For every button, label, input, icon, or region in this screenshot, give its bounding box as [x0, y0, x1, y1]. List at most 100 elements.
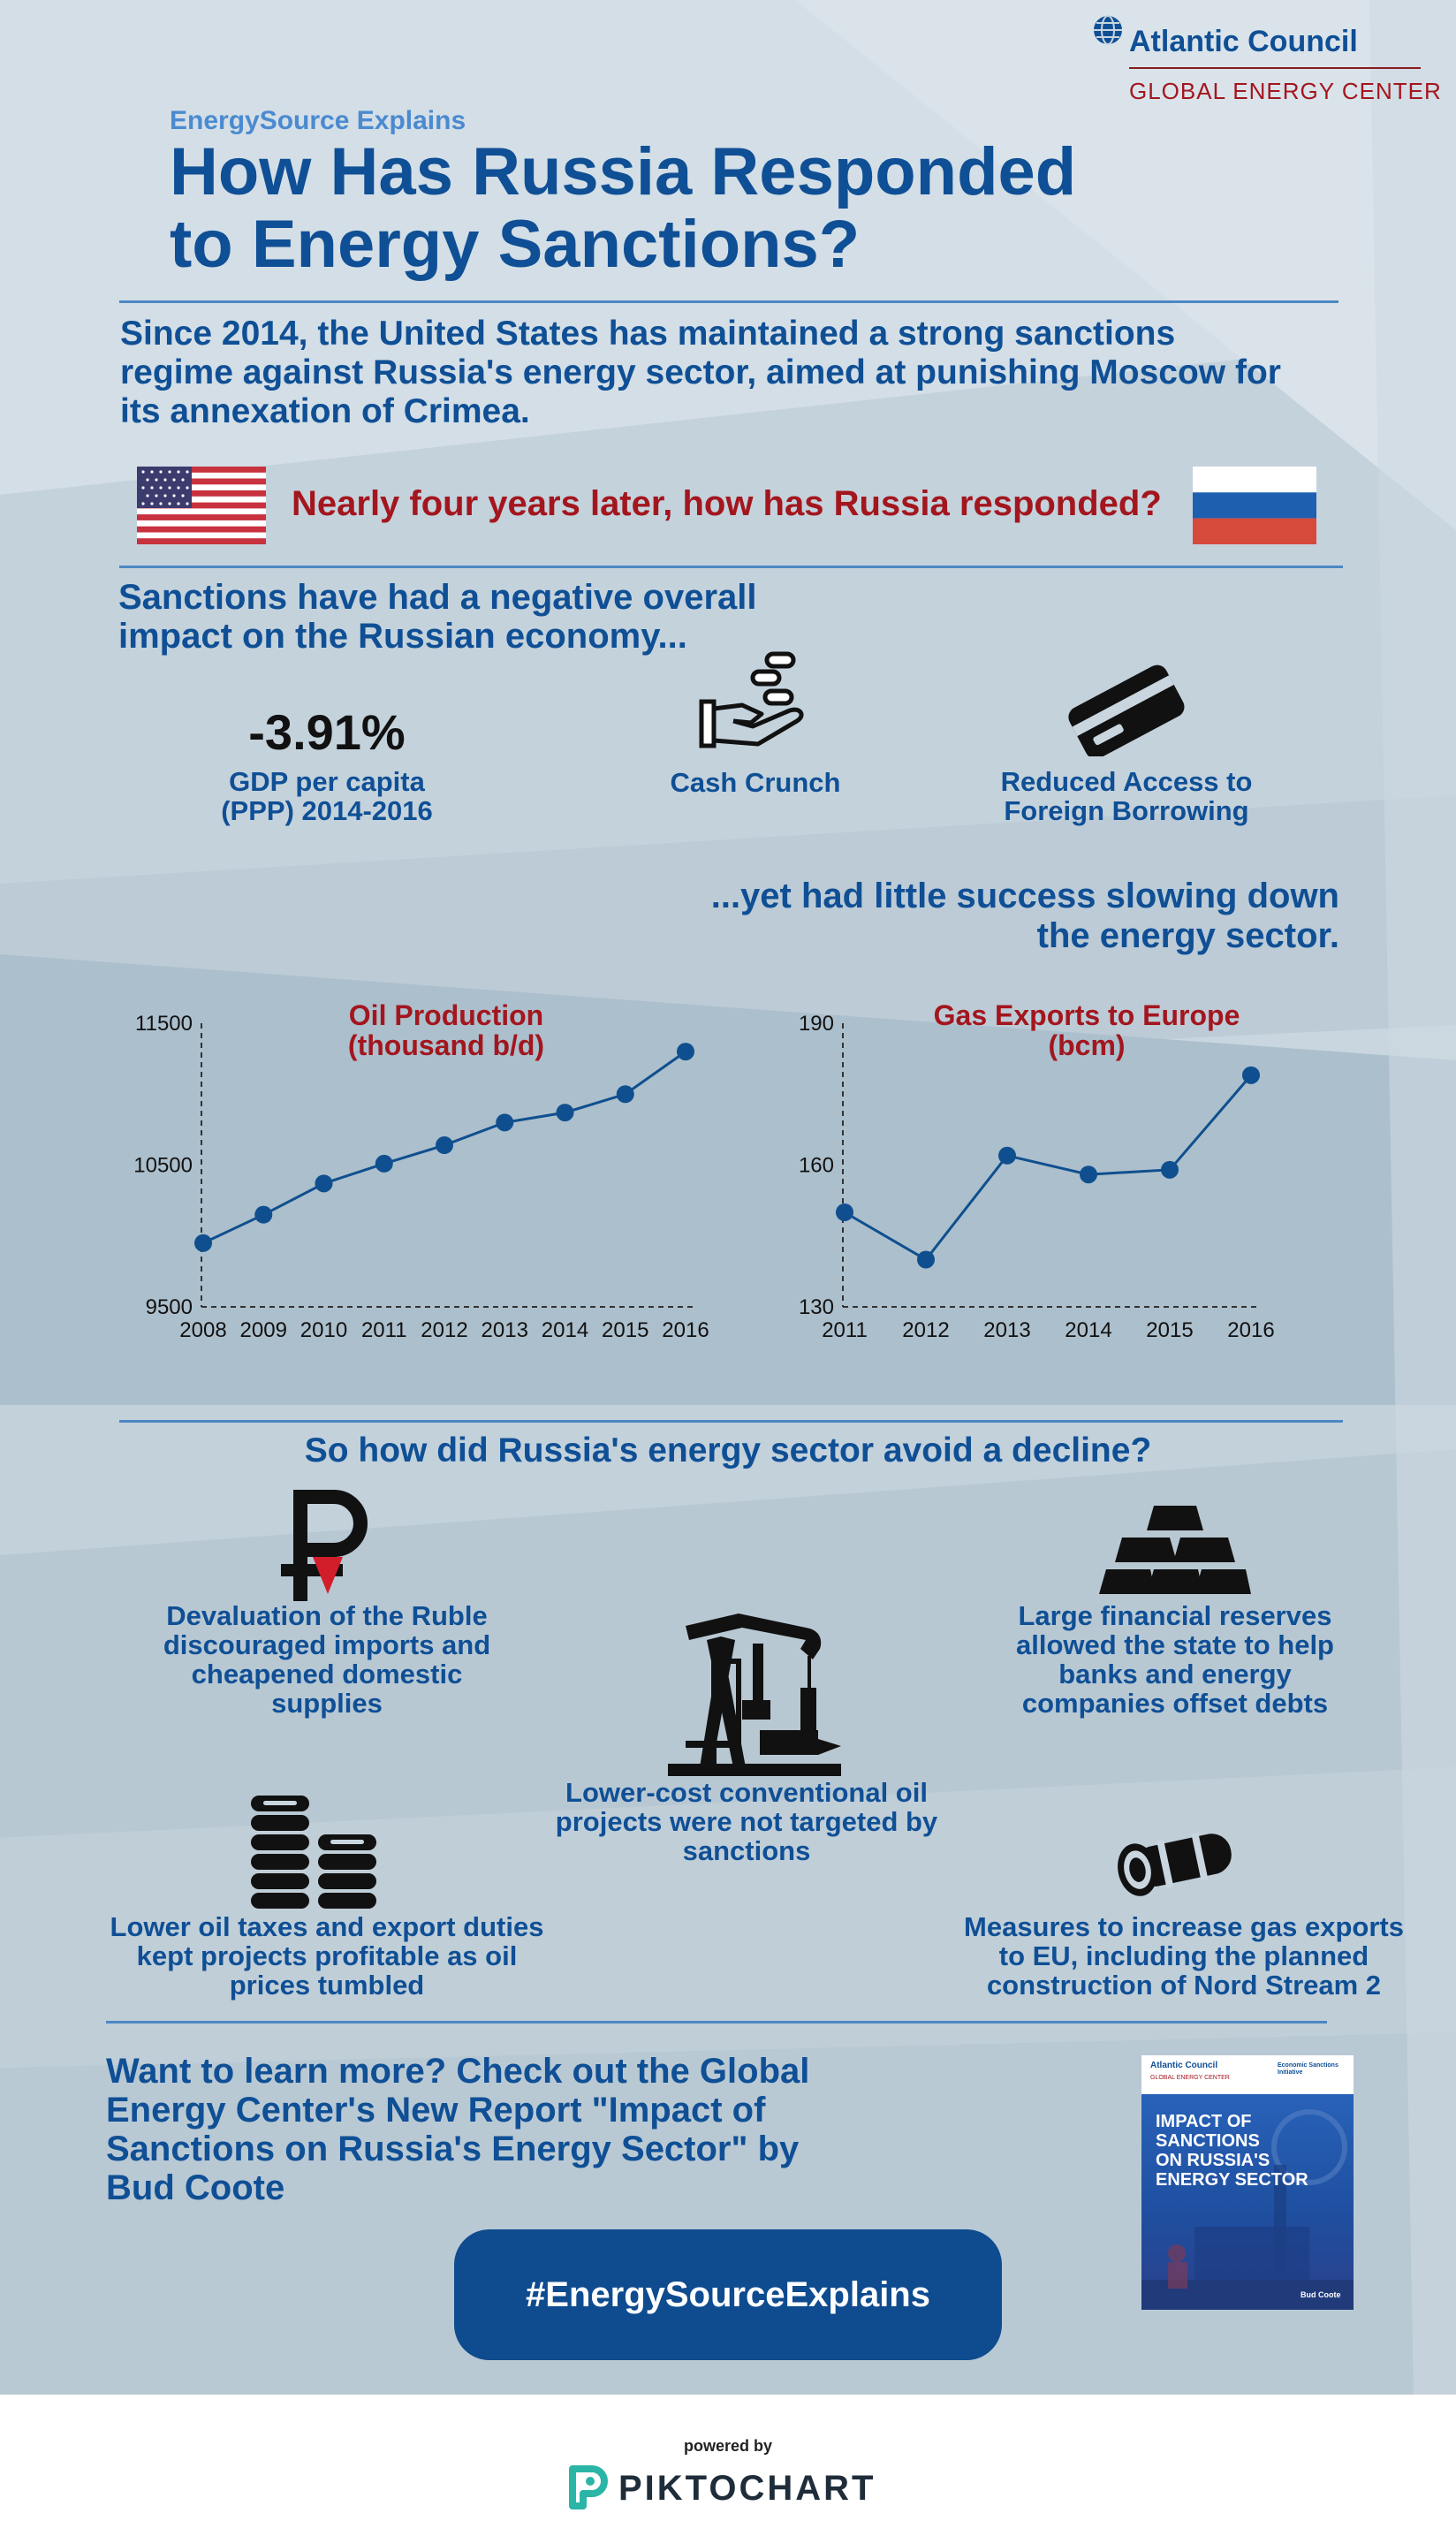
yet-line: ...yet had little success slowing down	[710, 877, 1339, 915]
x-tick-label: 2016	[1227, 1318, 1274, 1342]
reserves-text: Large financial reserves allowed the sta…	[990, 1601, 1361, 1718]
y-tick-label: 9500	[146, 1295, 193, 1319]
cover-title-line: IMPACT OF	[1156, 2112, 1252, 2131]
data-point	[1080, 1165, 1097, 1184]
oil-chart-title-line: (thousand b/d)	[347, 1029, 545, 1061]
infographic-canvas: Atlantic Council GLOBAL ENERGY CENTER En…	[0, 0, 1456, 2395]
data-point	[836, 1203, 853, 1221]
y-tick-label: 10500	[133, 1154, 193, 1178]
data-point	[315, 1174, 333, 1193]
gdp-label-line: GDP per capita	[229, 766, 425, 797]
gas-measures-text: Measures to increase gas exports to EU, …	[954, 1912, 1414, 2000]
pipeline-icon	[1110, 1824, 1242, 1917]
coin-stacks-icon	[251, 1796, 380, 1915]
gdp-value: -3.91%	[248, 704, 406, 760]
brand-rule	[1129, 67, 1421, 69]
question-text: Nearly four years later, how has Russia …	[292, 484, 1162, 523]
x-tick-label: 2011	[361, 1318, 407, 1342]
brand-name: Atlantic Council	[1129, 25, 1358, 58]
x-tick-label: 2016	[662, 1318, 709, 1342]
x-tick-label: 2012	[902, 1318, 949, 1342]
brand-center: GLOBAL ENERGY CENTER	[1129, 78, 1442, 104]
background-shapes	[0, 0, 1456, 2395]
data-point	[917, 1250, 935, 1269]
piktochart-brand[interactable]: PIKTOCHART	[618, 2469, 876, 2508]
us-flag-icon	[137, 467, 266, 549]
taxes-text: Lower oil taxes and export duties kept p…	[106, 1912, 548, 2000]
yet-heading: ...yet had little success slowing down t…	[711, 877, 1339, 956]
learn-more-line: Energy Center's New Report "Impact of	[106, 2091, 766, 2130]
divider	[119, 300, 1338, 303]
gas-measures-text-line: construction of Nord Stream 2	[986, 1970, 1382, 2001]
credit-card-icon	[1065, 664, 1186, 761]
ruble-icon	[281, 1490, 373, 1606]
x-tick-label: 2012	[421, 1318, 467, 1342]
divider	[119, 1420, 1343, 1423]
borrow-label-line: Reduced Access to	[1000, 766, 1253, 797]
learn-more-text: Want to learn more? Check out the Global…	[106, 2052, 809, 2207]
powered-by-text: powered by	[683, 2437, 773, 2455]
divider	[106, 2021, 1327, 2023]
series-line	[844, 1074, 1253, 1262]
hand-coins-icon	[698, 650, 813, 761]
gas-chart-title-line: (bcm)	[1048, 1029, 1126, 1061]
intro-line: regime against Russia's energy sector, a…	[120, 353, 1281, 391]
reserves-text-line: Large financial reserves	[1018, 1600, 1332, 1631]
cover-title-line: SANCTIONS	[1156, 2131, 1260, 2151]
gas-chart-title-line: Gas Exports to Europe	[933, 999, 1240, 1031]
learn-more-line: Bud Coote	[106, 2168, 285, 2207]
divider	[119, 566, 1343, 568]
gas-measures-text-line: to EU, including the planned	[998, 1940, 1369, 1971]
cover-title-line: ENERGY SECTOR	[1156, 2170, 1308, 2190]
cover-header: Atlantic Council GLOBAL ENERGY CENTER Ec…	[1141, 2055, 1354, 2094]
y-tick-label: 130	[799, 1295, 834, 1319]
intro-line: its annexation of Crimea.	[120, 392, 530, 430]
oil-pump-icon	[668, 1608, 841, 1781]
piktochart-logo-icon	[567, 2465, 608, 2516]
learn-more-line: Want to learn more? Check out the Global	[106, 2052, 810, 2091]
taxes-text-line: Lower oil taxes and export duties	[110, 1911, 544, 1942]
oil-projects-text-line: Lower-cost conventional oil	[565, 1777, 928, 1808]
borrow-label-line: Foreign Borrowing	[1004, 795, 1249, 826]
taxes-text-line: kept projects profitable as oil	[136, 1940, 518, 1971]
hashtag-button[interactable]: #EnergySourceExplains	[454, 2229, 1002, 2360]
yet-line: the energy sector.	[1036, 916, 1339, 955]
intro-text: Since 2014, the United States has mainta…	[120, 315, 1281, 431]
x-tick-label: 2015	[602, 1318, 648, 1342]
globe-icon	[1092, 14, 1124, 46]
cover-org: Atlantic Council	[1150, 2061, 1218, 2070]
y-tick-label: 11500	[135, 1012, 193, 1036]
reserves-text-line: banks and energy	[1058, 1659, 1292, 1689]
data-point	[436, 1136, 453, 1155]
title-line-2: to Energy Sanctions?	[170, 207, 861, 282]
impact-heading-line: Sanctions have had a negative overall	[118, 578, 757, 617]
y-tick-label: 190	[799, 1012, 834, 1036]
cash-label: Cash Crunch	[670, 767, 841, 798]
ruble-text-line: discouraged imports and	[163, 1629, 491, 1660]
data-point	[556, 1104, 574, 1122]
x-tick-label: 2013	[482, 1318, 528, 1342]
impact-heading-line: impact on the Russian economy...	[118, 617, 687, 656]
cover-image: IMPACT OF SANCTIONS ON RUSSIA'S ENERGY S…	[1141, 2094, 1354, 2310]
russia-flag-icon	[1193, 467, 1316, 549]
x-tick-label: 2011	[822, 1318, 868, 1342]
x-tick-label: 2013	[983, 1318, 1030, 1342]
ruble-text: Devaluation of the Ruble discouraged imp…	[133, 1601, 521, 1718]
data-point	[677, 1043, 694, 1061]
learn-more-line: Sanctions on Russia's Energy Sector" by	[106, 2130, 800, 2168]
cover-title-line: ON RUSSIA'S	[1156, 2151, 1270, 2170]
x-tick-label: 2014	[542, 1318, 588, 1342]
page-title: How Has Russia Responded to Energy Sanct…	[170, 136, 1076, 281]
cover-author: Bud Coote	[1301, 2290, 1341, 2299]
data-point	[496, 1113, 514, 1132]
x-tick-label: 2008	[179, 1318, 226, 1342]
report-cover[interactable]: Atlantic Council GLOBAL ENERGY CENTER Ec…	[1141, 2055, 1354, 2310]
reserves-text-line: companies offset debts	[1021, 1688, 1329, 1719]
cover-center: GLOBAL ENERGY CENTER	[1150, 2075, 1230, 2081]
data-point	[998, 1146, 1016, 1165]
data-point	[254, 1205, 273, 1224]
taxes-text-line: prices tumbled	[229, 1970, 425, 2001]
impact-heading: Sanctions have had a negative overall im…	[118, 578, 757, 656]
reserves-text-line: allowed the state to help	[1016, 1629, 1334, 1660]
